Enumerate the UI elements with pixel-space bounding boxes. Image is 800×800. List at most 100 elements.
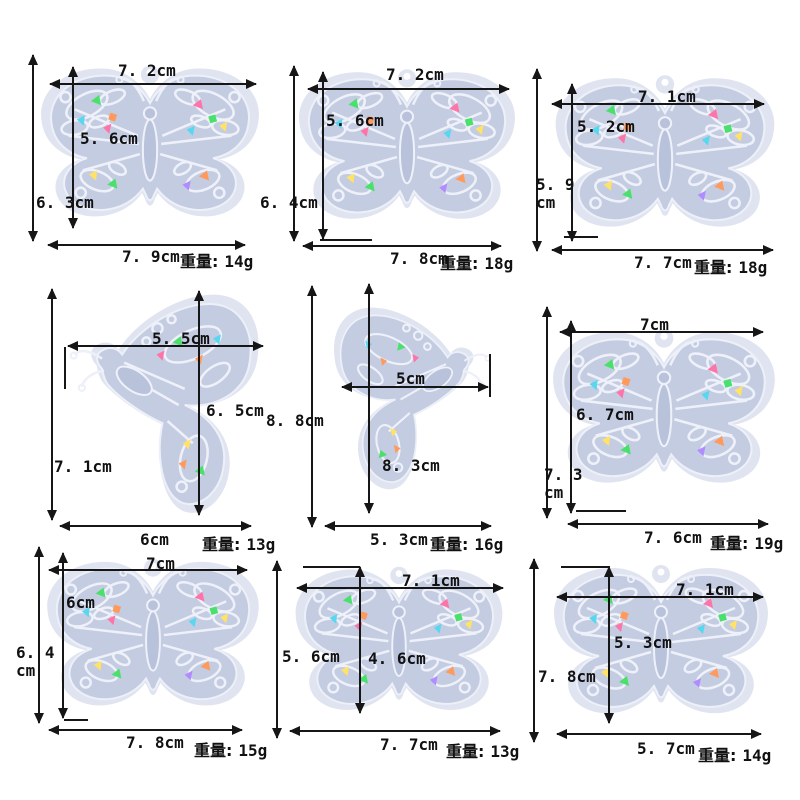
top-width-arrow [49,79,257,89]
inner-height-arrow [68,66,78,229]
inner-height-label: 4. 6cm [368,649,426,668]
outer-height-label: 7. 3 cm [544,465,583,503]
top-width-label: 7. 2cm [118,61,176,80]
top-width-arrow [556,592,764,602]
weight-prefix: 重量: [180,252,219,271]
outer-height-label: 5. 6cm [282,647,340,666]
bottom-width-label: 7. 8cm [126,733,184,752]
weight-prefix: 重量: [694,258,733,277]
inner-height-arrow [355,566,365,714]
weight-prefix: 重量: [710,534,749,553]
weight-value: 18g [484,254,514,273]
inner-height-label: 8. 3cm [382,456,440,475]
outer-height-arrow [529,558,539,743]
dimension-tick [64,719,88,721]
bottom-width-label: 6cm [140,530,169,549]
outer-height-label: 6. 4 cm [16,643,55,681]
weight-label: 重量: 19g [710,530,783,554]
top-width-arrow [296,583,504,593]
weight-label: 重量: 14g [698,742,771,766]
weight-label: 重量: 18g [694,254,767,278]
outer-height-arrow [34,546,44,724]
outer-height-label: 8. 8cm [266,411,324,430]
dimension-tick [320,239,372,241]
butterfly-front-illustration [288,558,510,732]
top-width-label: 7cm [146,554,175,573]
outer-height-label: 7. 1cm [54,457,112,476]
bottom-width-arrow [324,521,492,531]
bottom-width-arrow [47,240,246,250]
inner-height-arrow [58,552,68,719]
dimension-tick [564,236,598,238]
bottom-width-label: 7. 7cm [380,735,438,754]
weight-label: 重量: 18g [440,250,513,274]
weight-value: 14g [742,746,772,765]
inner-height-arrow [318,71,328,240]
inner-height-label: 6cm [66,593,95,612]
bottom-width-label: 5. 3cm [370,530,428,549]
inner-height-label: 5. 6cm [80,129,138,148]
outer-height-arrow [289,65,299,242]
butterfly-side-illustration [330,283,498,521]
weight-label: 重量: 15g [194,737,267,761]
top-width-arrow [307,84,510,94]
weight-value: 15g [238,741,268,760]
weight-value: 14g [224,252,254,271]
outer-height-arrow [47,288,57,521]
bottom-width-label: 5. 7cm [637,739,695,758]
outer-height-arrow [542,306,552,519]
weight-prefix: 重量: [698,746,737,765]
inner-height-arrow [194,290,204,516]
width-arrow [67,341,264,351]
bottom-width-arrow [289,726,501,736]
inner-height-label: 5. 6cm [326,111,384,130]
outer-height-arrow [307,285,317,528]
inner-height-label: 5. 3cm [614,633,672,652]
dimension-tick [303,566,360,568]
bottom-width-arrow [302,241,502,251]
top-width-arrow [559,327,764,337]
outer-height-label: 6. 4cm [260,193,318,212]
weight-prefix: 重量: [430,535,469,554]
weight-value: 13g [490,742,520,761]
weight-value: 19g [754,534,784,553]
weight-prefix: 重量: [446,742,485,761]
weight-prefix: 重量: [194,741,233,760]
top-width-label: 7. 1cm [402,571,460,590]
dimension-tick [561,566,610,568]
inner-height-arrow [604,566,614,724]
bottom-width-label: 7. 7cm [634,253,692,272]
width-label: 5cm [396,369,425,388]
dimension-tick [64,347,66,389]
bottom-width-arrow [567,519,769,529]
width-arrow [341,382,489,392]
top-width-arrow [48,565,248,575]
outer-height-arrow [272,560,282,739]
weight-prefix: 重量: [202,535,241,554]
outer-height-label: 6. 3cm [36,193,94,212]
inner-height-label: 6. 5cm [206,401,264,420]
inner-height-arrow [567,83,577,242]
dimension-tick [576,510,626,512]
bottom-width-arrow [59,521,252,531]
inner-height-arrow [364,283,374,514]
outer-height-arrow [28,54,38,242]
inner-height-arrow [566,320,576,514]
width-label: 5. 5cm [152,329,210,348]
bottom-width-label: 7. 8cm [390,249,448,268]
bottom-width-label: 7. 6cm [644,528,702,547]
outer-height-label: 5. 9 cm [536,175,575,213]
top-width-label: 7. 1cm [676,580,734,599]
top-width-label: 7. 2cm [386,65,444,84]
top-width-label: 7. 1cm [638,87,696,106]
weight-label: 重量: 14g [180,248,253,272]
outer-height-arrow [532,68,542,252]
bottom-width-arrow [556,729,762,739]
outer-height-label: 7. 8cm [538,667,596,686]
bottom-width-arrow [551,245,774,255]
inner-height-label: 5. 2cm [577,117,635,136]
weight-label: 重量: 13g [446,738,519,762]
inner-height-label: 6. 7cm [576,405,634,424]
bottom-width-arrow [48,725,243,735]
